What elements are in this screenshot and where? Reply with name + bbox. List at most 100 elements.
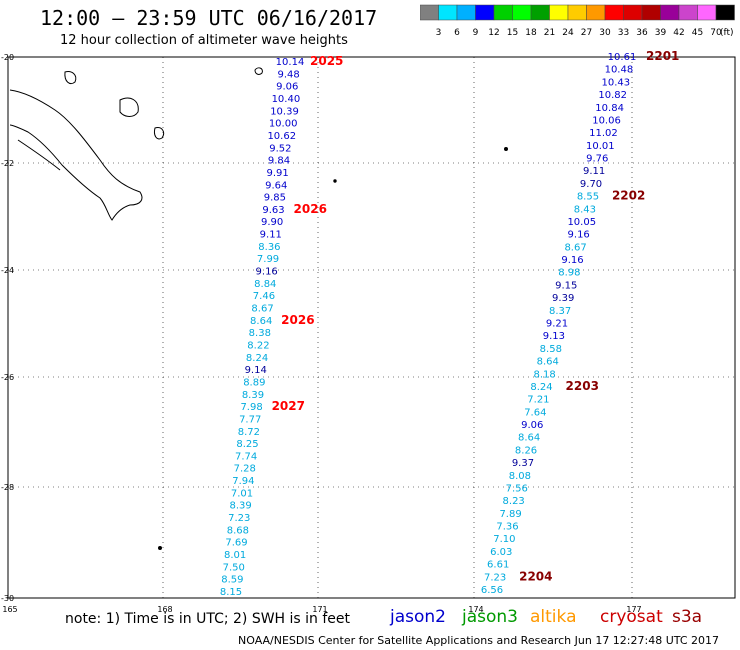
- wave-height-value: 10.06: [592, 115, 621, 126]
- legend-jason3: jason3: [462, 607, 518, 627]
- color-scale-tick: 27: [581, 28, 592, 38]
- wave-height-value: 7.89: [499, 509, 521, 520]
- wave-height-value: 9.84: [268, 156, 290, 167]
- color-scale-tick: 33: [618, 28, 629, 38]
- wave-height-value: 10.39: [270, 106, 299, 117]
- wave-height-value: 9.64: [265, 180, 287, 191]
- latitude-label: -20: [1, 53, 14, 62]
- latitude-label: -28: [1, 483, 14, 492]
- color-scale-tick: 70: [710, 28, 722, 38]
- wave-height-value: 9.21: [546, 319, 568, 330]
- wave-height-value: 7.77: [239, 414, 261, 425]
- latitude-label: -24: [1, 266, 14, 275]
- footer-note: note: 1) Time is in UTC; 2) SWH is in fe…: [65, 611, 351, 627]
- longitude-label: 168: [157, 605, 172, 614]
- island-north: [64, 71, 77, 85]
- wave-height-value: 9.76: [586, 154, 608, 165]
- wave-height-value: 8.89: [243, 377, 265, 388]
- color-scale-unit: (ft): [720, 28, 734, 38]
- wave-height-value: 8.23: [503, 496, 525, 507]
- wave-height-value: 7.99: [257, 254, 279, 265]
- wave-height-value: 8.64: [518, 433, 540, 444]
- wave-height-value: 9.48: [277, 69, 299, 80]
- legend-jason2: jason2: [390, 607, 446, 627]
- wave-height-value: 8.15: [220, 587, 242, 598]
- wave-height-value: 7.74: [235, 451, 257, 462]
- wave-height-value: 10.48: [605, 65, 634, 76]
- wave-height-value: 8.84: [254, 279, 276, 290]
- color-scale-tick: 36: [636, 28, 648, 38]
- wave-height-value: 9.16: [256, 267, 278, 278]
- wave-height-value: 10.84: [595, 103, 624, 114]
- wave-height-value: 9.11: [260, 230, 282, 241]
- wave-height-value: 10.43: [601, 77, 630, 88]
- wave-height-value: 9.16: [568, 230, 590, 241]
- time-marker: 2027: [272, 399, 305, 413]
- wave-height-value: 7.64: [524, 407, 546, 418]
- wave-height-value: 8.38: [249, 328, 271, 339]
- wave-height-value: 8.08: [509, 471, 531, 482]
- wave-height-value: 9.37: [512, 458, 534, 469]
- latitude-label: -30: [1, 594, 14, 603]
- wave-height-value: 8.26: [515, 445, 537, 456]
- island-small: [154, 127, 165, 140]
- main-island: [9, 89, 143, 221]
- color-scale-tick: 18: [525, 28, 537, 38]
- wave-height-value: 8.22: [247, 340, 269, 351]
- wave-height-value: 8.39: [229, 501, 251, 512]
- wave-height-value: 7.23: [484, 572, 506, 583]
- wave-height-value: 7.50: [223, 562, 245, 573]
- color-scale-tick: 39: [655, 28, 667, 38]
- wave-height-value: 7.69: [225, 538, 247, 549]
- wave-height-value: 7.46: [253, 291, 275, 302]
- coastline: [9, 67, 508, 550]
- wave-height-value: 10.82: [598, 90, 627, 101]
- wave-height-value: 8.64: [537, 357, 559, 368]
- color-swatch: [715, 4, 735, 21]
- wave-height-value: 11.02: [589, 128, 618, 139]
- wave-height-value: 8.25: [236, 439, 258, 450]
- wave-height-value: 10.05: [567, 217, 596, 228]
- wave-height-value: 8.55: [577, 192, 599, 203]
- wave-height-value: 9.91: [267, 168, 289, 179]
- island-east: [119, 97, 139, 117]
- wave-height-value: 8.24: [246, 353, 268, 364]
- wave-height-value: 8.59: [221, 575, 243, 586]
- color-scale-tick: 21: [544, 28, 555, 38]
- longitude-label: 165: [2, 605, 17, 614]
- wave-height-value: 7.21: [527, 395, 549, 406]
- islet-1: [333, 179, 337, 183]
- wave-height-value: 10.14: [276, 57, 305, 68]
- wave-height-value: 7.28: [234, 464, 256, 475]
- time-marker: 2204: [519, 569, 552, 583]
- wave-height-value: 9.15: [555, 280, 577, 291]
- islet-3: [158, 546, 162, 550]
- wave-height-value: 8.36: [258, 242, 280, 253]
- wave-height-value: 8.98: [558, 268, 580, 279]
- wave-height-value: 7.56: [506, 483, 528, 494]
- time-marker: 2026: [294, 202, 327, 216]
- wave-height-value: 10.61: [608, 52, 637, 63]
- legend-altika: altika: [530, 607, 577, 627]
- color-scale-tick: 9: [473, 28, 479, 38]
- wave-height-value: 6.61: [487, 560, 509, 571]
- color-scale-tick: 24: [562, 28, 574, 38]
- wave-height-value: 8.39: [242, 390, 264, 401]
- color-scale-tick: 30: [599, 28, 611, 38]
- color-scale-tick: 45: [692, 28, 703, 38]
- wave-height-value: 7.98: [240, 402, 262, 413]
- wave-height-value: 9.11: [583, 166, 605, 177]
- wave-height-value: 9.16: [561, 255, 583, 266]
- islet-2: [504, 147, 508, 151]
- wave-height-value: 8.37: [549, 306, 571, 317]
- time-marker: 2203: [566, 379, 599, 393]
- wave-height-value: 9.90: [261, 217, 283, 228]
- wave-height-value: 9.14: [245, 365, 267, 376]
- wave-height-value: 6.56: [481, 585, 503, 596]
- wave-height-value: 8.67: [564, 242, 586, 253]
- wave-height-value: 7.01: [231, 488, 253, 499]
- longitude-label: 177: [626, 605, 641, 614]
- color-scale-tick: 42: [673, 28, 684, 38]
